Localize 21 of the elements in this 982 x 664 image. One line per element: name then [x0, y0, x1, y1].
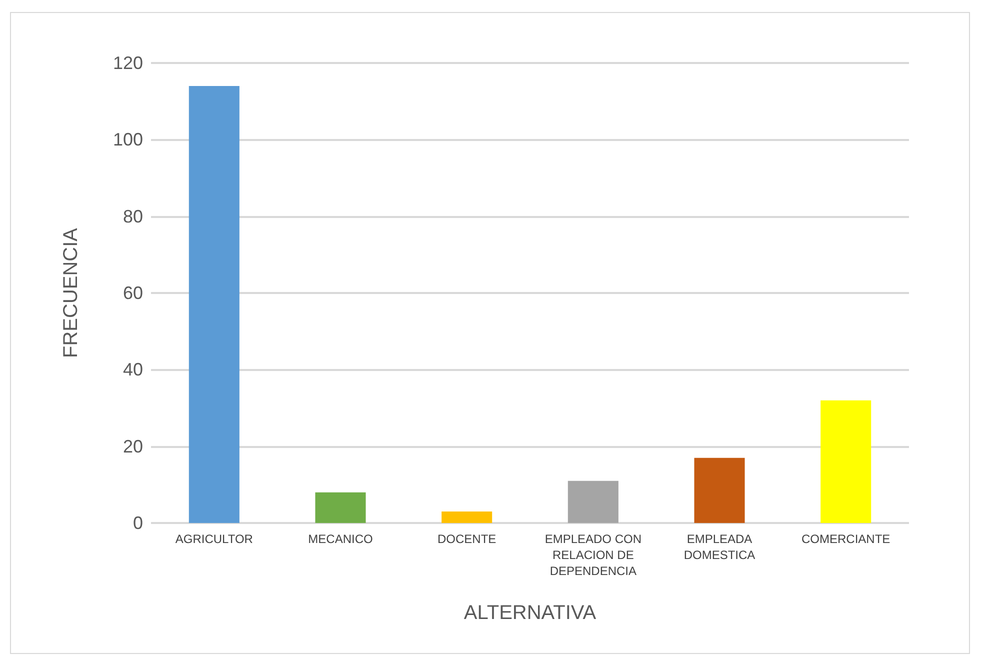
y-axis-title: FRECUENCIA	[60, 227, 82, 358]
y-tick-label: 100	[112, 130, 143, 150]
x-tick-label: EMPLEADA DOMESTICA	[684, 532, 756, 562]
x-tick-label: DOCENTE	[437, 532, 496, 546]
bar	[188, 86, 240, 523]
x-tick-label: MECANICO	[308, 532, 373, 546]
x-axis-title: ALTERNATIVA	[464, 602, 597, 624]
y-tick-label: 80	[122, 206, 143, 226]
bar	[442, 512, 492, 523]
y-tick-label: 20	[122, 436, 143, 456]
y-tick-label: 0	[132, 513, 143, 533]
bar	[568, 480, 618, 523]
x-tick-label: EMPLEADO CON RELACION DE DEPENDENCIA	[544, 532, 642, 578]
y-tick-label: 40	[122, 360, 143, 380]
x-tick-label: AGRICULTOR	[175, 532, 254, 546]
y-tick-label: 60	[122, 283, 143, 303]
y-tick-label: 120	[112, 53, 143, 73]
x-tick-label: COMERCIANTE	[801, 532, 890, 546]
bar	[694, 458, 745, 523]
bar	[315, 492, 366, 523]
bar	[820, 400, 872, 523]
